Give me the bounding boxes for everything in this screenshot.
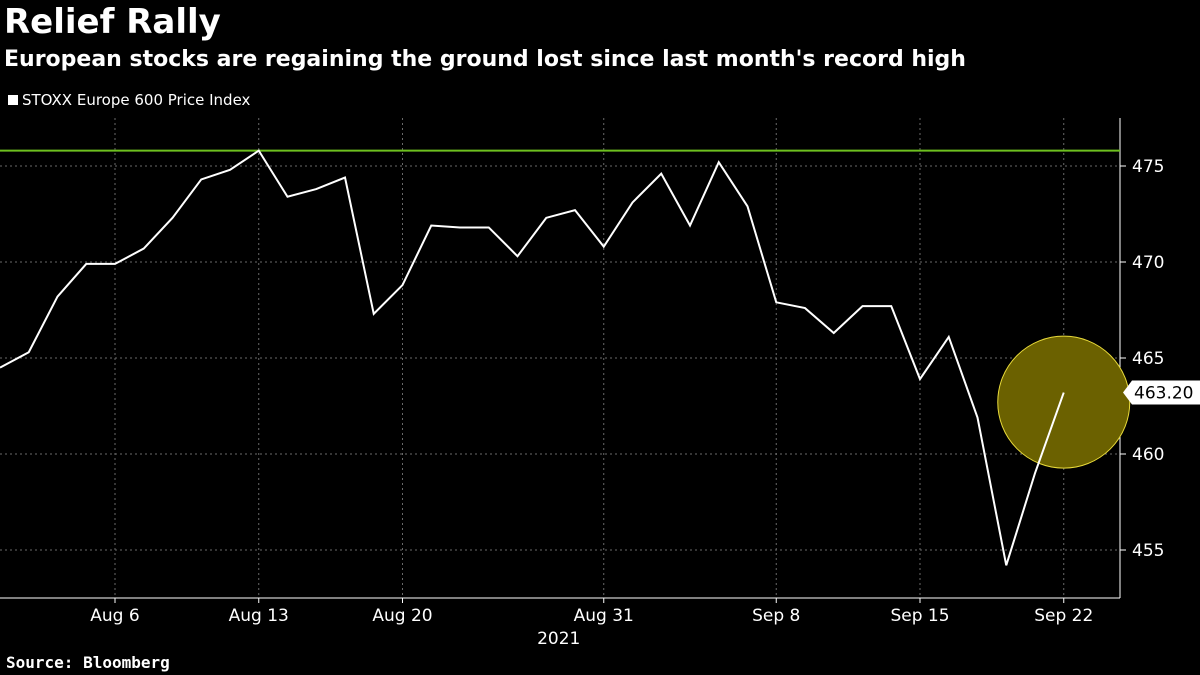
x-tick-label-sep-15: Sep 15 bbox=[890, 606, 949, 626]
data-point-2021-08-05 bbox=[85, 263, 87, 265]
data-point-2021-09-17 bbox=[977, 417, 979, 419]
data-point-2021-09-21 bbox=[1034, 472, 1036, 474]
data-point-2021-08-03 bbox=[28, 351, 30, 353]
series-layer bbox=[0, 149, 1065, 566]
data-point-2021-09-07 bbox=[747, 205, 749, 207]
data-point-2021-08-20 bbox=[402, 284, 404, 286]
data-point-2021-09-06 bbox=[718, 161, 720, 163]
data-point-2021-09-03 bbox=[689, 225, 691, 227]
data-point-2021-09-14 bbox=[890, 305, 892, 307]
x-tick-label-sep-22: Sep 22 bbox=[1034, 606, 1093, 626]
data-point-2021-08-13 bbox=[258, 150, 260, 152]
data-point-2021-08-09 bbox=[143, 248, 145, 250]
data-point-2021-09-20 bbox=[1005, 564, 1007, 566]
y-tick-label-455: 455 bbox=[1132, 541, 1164, 561]
y-tick-label-470: 470 bbox=[1132, 253, 1164, 273]
data-point-2021-08-16 bbox=[287, 196, 289, 198]
data-point-2021-08-12 bbox=[229, 169, 231, 171]
data-point-2021-09-09 bbox=[804, 307, 806, 309]
data-point-2021-08-19 bbox=[373, 313, 375, 315]
data-point-2021-08-06 bbox=[114, 263, 116, 265]
data-point-2021-09-08 bbox=[775, 301, 777, 303]
data-point-2021-08-11 bbox=[200, 178, 202, 180]
x-tick-label-aug-20: Aug 20 bbox=[372, 606, 432, 626]
data-point-2021-08-30 bbox=[574, 209, 576, 211]
legend: STOXX Europe 600 Price Index bbox=[8, 90, 250, 110]
gridlines bbox=[0, 118, 1120, 598]
x-tick-label-sep-8: Sep 8 bbox=[752, 606, 800, 626]
data-point-2021-08-23 bbox=[430, 225, 432, 227]
y-tick-label-465: 465 bbox=[1132, 349, 1164, 369]
data-point-2021-09-13 bbox=[862, 305, 864, 307]
legend-label: STOXX Europe 600 Price Index bbox=[22, 91, 251, 109]
data-point-2021-08-27 bbox=[545, 217, 547, 219]
data-point-2021-09-10 bbox=[833, 332, 835, 334]
x-tick-label-aug-13: Aug 13 bbox=[229, 606, 289, 626]
data-point-2021-08-04 bbox=[57, 296, 59, 298]
highlight-layer bbox=[997, 335, 1131, 469]
label-layer: 463.20 bbox=[1123, 380, 1200, 405]
data-point-2021-09-16 bbox=[948, 336, 950, 338]
year-label: 2021 bbox=[537, 629, 580, 649]
x-tick-label-aug-6: Aug 6 bbox=[90, 606, 139, 626]
data-point-2021-09-01 bbox=[632, 201, 634, 203]
data-point-2021-09-22 bbox=[1063, 392, 1065, 394]
data-point-2021-08-24 bbox=[459, 226, 461, 228]
data-point-2021-08-10 bbox=[172, 217, 174, 219]
last-value-tag bbox=[1123, 380, 1200, 405]
legend-swatch-icon bbox=[8, 95, 18, 105]
axes: Aug 6 Aug 13 Aug 20 Aug 31 Sep 8 Sep 15 Sep 22… bbox=[0, 118, 1164, 626]
y-tick-label-475: 475 bbox=[1132, 157, 1164, 177]
chart-title: Relief Rally bbox=[4, 2, 221, 42]
series-line-stoxx-europe-600 bbox=[0, 149, 1065, 566]
data-point-2021-08-26 bbox=[517, 255, 519, 257]
x-tick-label-aug-31: Aug 31 bbox=[574, 606, 634, 626]
data-point-2021-09-15 bbox=[919, 378, 921, 380]
y-tick-label-460: 460 bbox=[1132, 445, 1164, 465]
highlight-circle bbox=[997, 335, 1131, 469]
last-value-label: 463.20 bbox=[1134, 384, 1193, 404]
data-point-2021-08-18 bbox=[344, 177, 346, 179]
data-point-2021-08-17 bbox=[315, 188, 317, 190]
data-point-2021-08-25 bbox=[488, 226, 490, 228]
data-point-2021-09-02 bbox=[660, 173, 662, 175]
source-note: Source: Bloomberg bbox=[6, 653, 170, 672]
chart-subtitle: European stocks are regaining the ground… bbox=[4, 47, 966, 72]
data-point-2021-08-31 bbox=[603, 246, 605, 248]
